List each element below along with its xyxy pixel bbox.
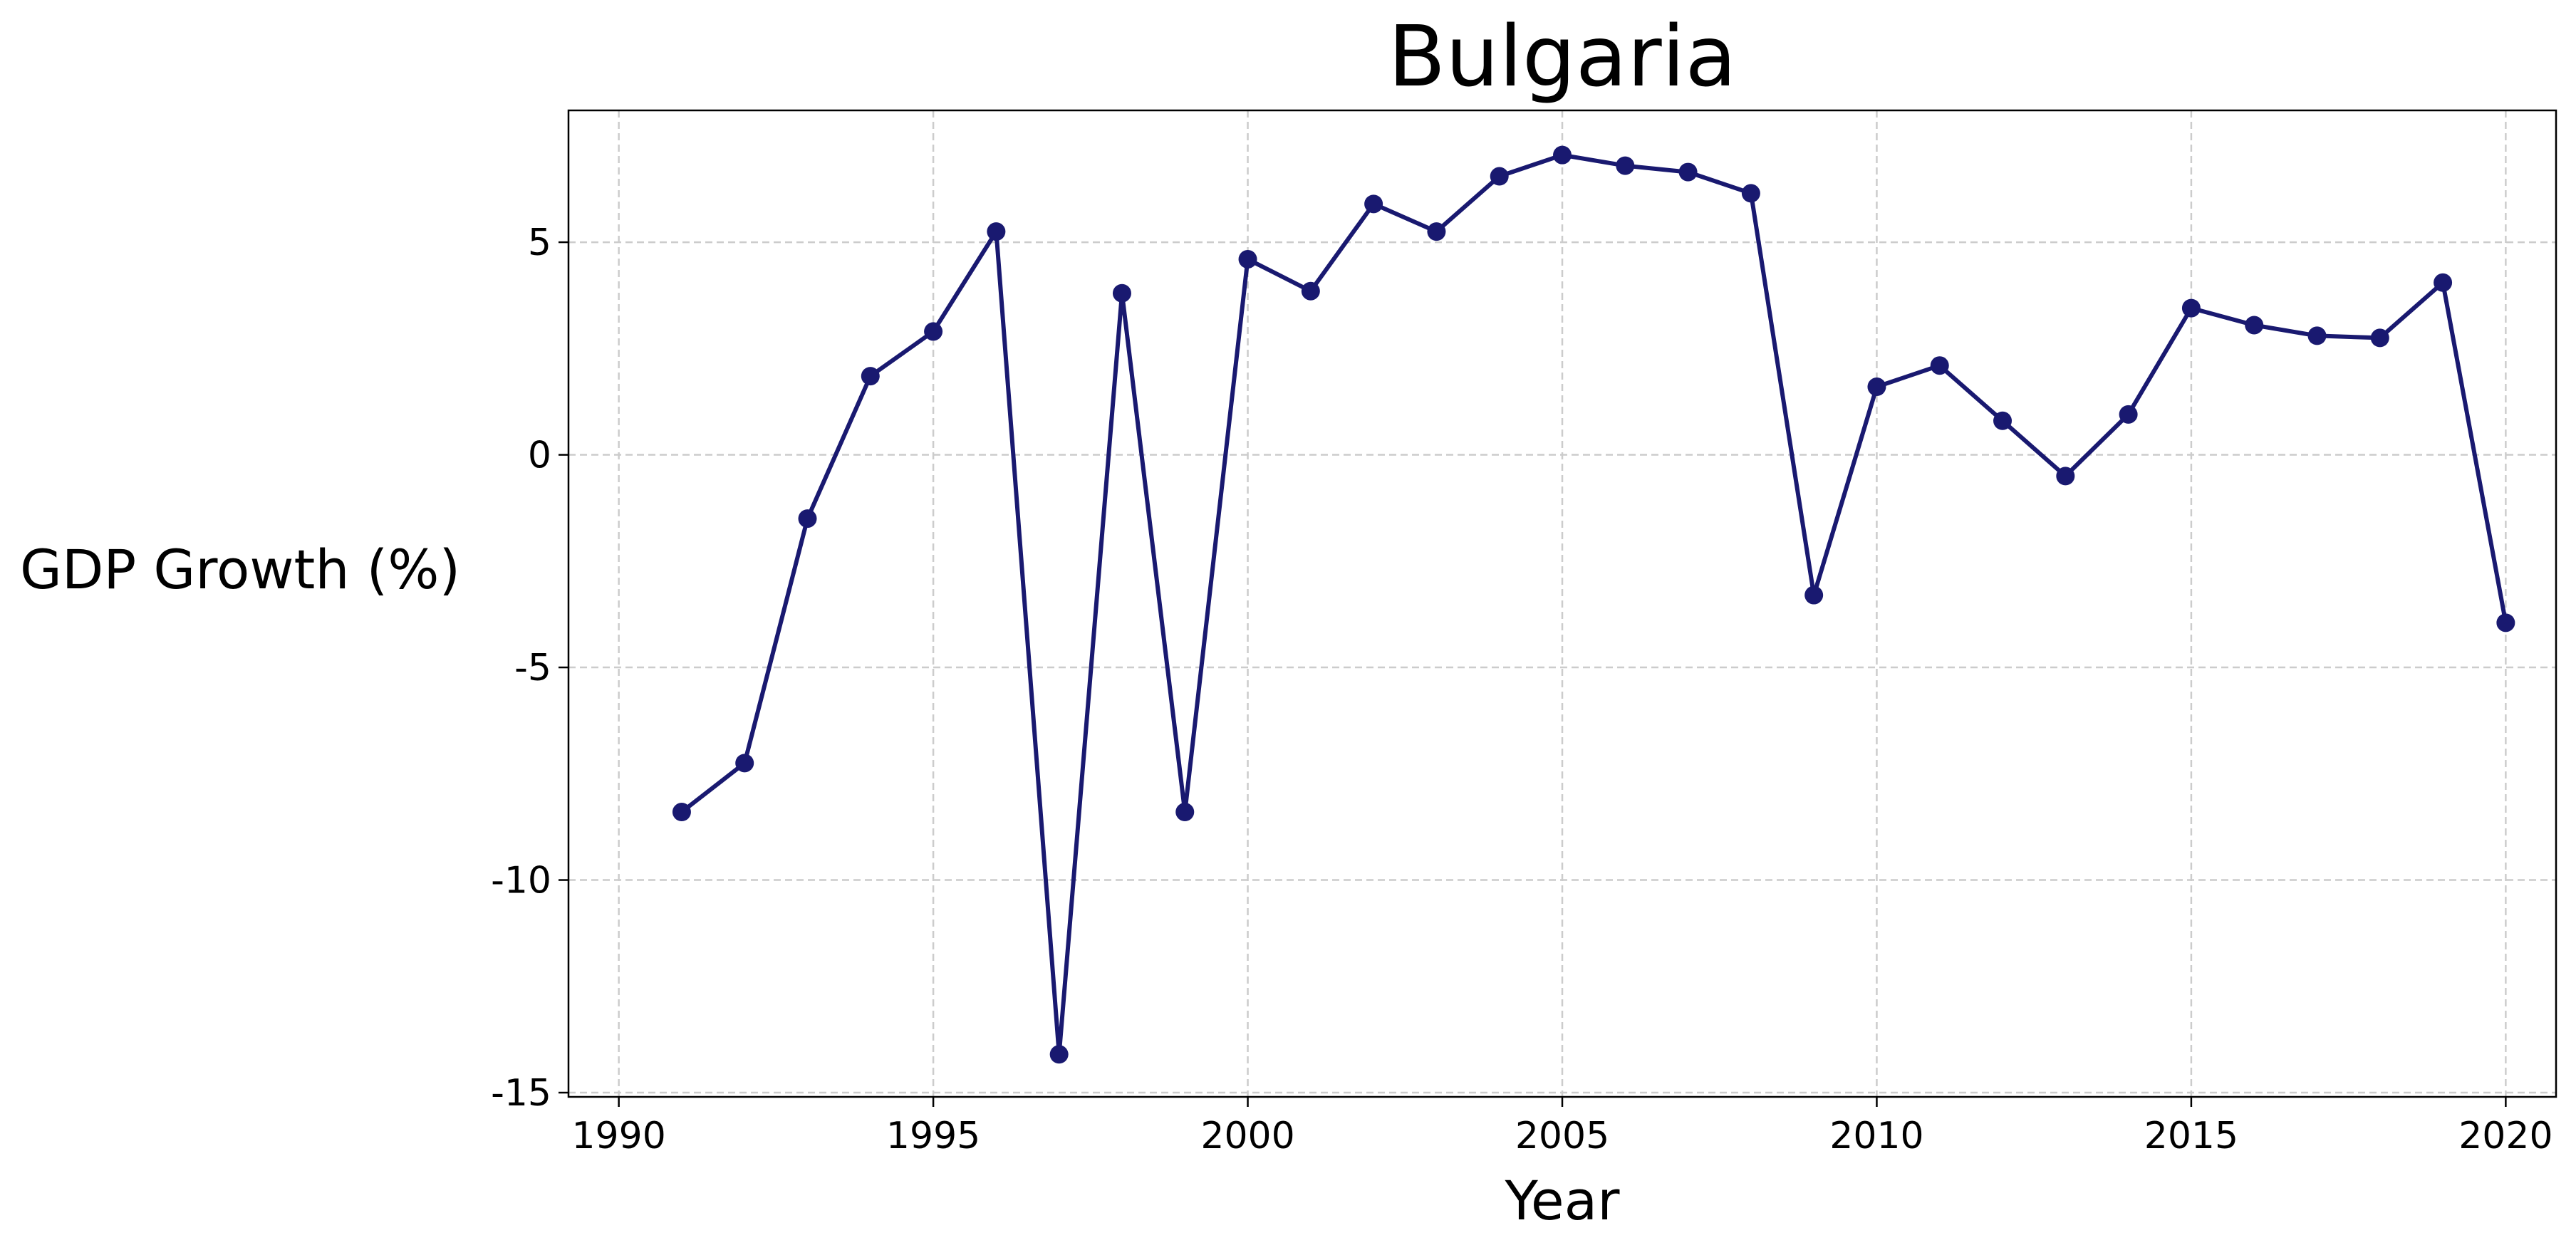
y-tick-label: -10 bbox=[491, 860, 551, 902]
data-point bbox=[2119, 405, 2138, 424]
data-point bbox=[1301, 281, 1320, 301]
data-point bbox=[2370, 328, 2389, 348]
data-point bbox=[1175, 803, 1195, 822]
data-point bbox=[1867, 377, 1886, 397]
data-point bbox=[1616, 156, 1635, 175]
data-point bbox=[735, 754, 754, 773]
x-tick-label: 1990 bbox=[571, 1115, 665, 1157]
y-tick-label: 0 bbox=[528, 434, 551, 477]
data-point bbox=[798, 509, 817, 528]
y-tick-label: 5 bbox=[528, 222, 551, 264]
data-point bbox=[1364, 194, 1383, 214]
data-point bbox=[861, 367, 880, 386]
data-point bbox=[1804, 585, 1824, 605]
data-point bbox=[2181, 298, 2201, 318]
data-point bbox=[1553, 145, 1572, 165]
x-tick-label: 1995 bbox=[886, 1115, 980, 1157]
x-axis-ticks: 1990 1995 2000 2005 2010 2015 2020 bbox=[571, 1097, 2553, 1157]
data-point bbox=[2496, 613, 2515, 632]
data-point bbox=[1741, 184, 1760, 203]
data-point bbox=[1930, 356, 1949, 375]
x-axis-label: Year bbox=[1505, 1169, 1621, 1232]
data-point bbox=[1993, 411, 2012, 430]
y-tick-label: -15 bbox=[491, 1072, 551, 1115]
data-point bbox=[2307, 326, 2327, 345]
series-line bbox=[679, 152, 2508, 1057]
data-point bbox=[987, 222, 1006, 241]
data-point bbox=[1427, 222, 1446, 241]
series-line-layer bbox=[679, 152, 2508, 1057]
data-point bbox=[1049, 1045, 1069, 1064]
chart-title: Bulgaria bbox=[1388, 7, 1736, 105]
x-tick-label: 2005 bbox=[1515, 1115, 1609, 1157]
series-points-layer bbox=[672, 145, 2515, 1064]
x-tick-label: 2010 bbox=[1829, 1115, 1923, 1157]
data-point bbox=[2245, 316, 2264, 335]
x-tick-label: 2000 bbox=[1200, 1115, 1294, 1157]
data-point bbox=[2434, 273, 2453, 292]
y-axis-label: GDP Growth (%) bbox=[20, 538, 460, 601]
y-axis-ticks: -15 -10 -5 0 5 bbox=[491, 222, 568, 1115]
data-point bbox=[1238, 249, 1257, 269]
data-point bbox=[1490, 167, 1509, 186]
data-point bbox=[2056, 467, 2075, 486]
x-tick-label: 2020 bbox=[2458, 1115, 2552, 1157]
data-point bbox=[924, 322, 943, 341]
y-tick-label: -5 bbox=[514, 647, 551, 689]
data-point bbox=[1112, 283, 1131, 303]
data-point bbox=[1678, 162, 1698, 182]
x-tick-label: 2015 bbox=[2144, 1115, 2238, 1157]
data-point bbox=[672, 803, 691, 822]
